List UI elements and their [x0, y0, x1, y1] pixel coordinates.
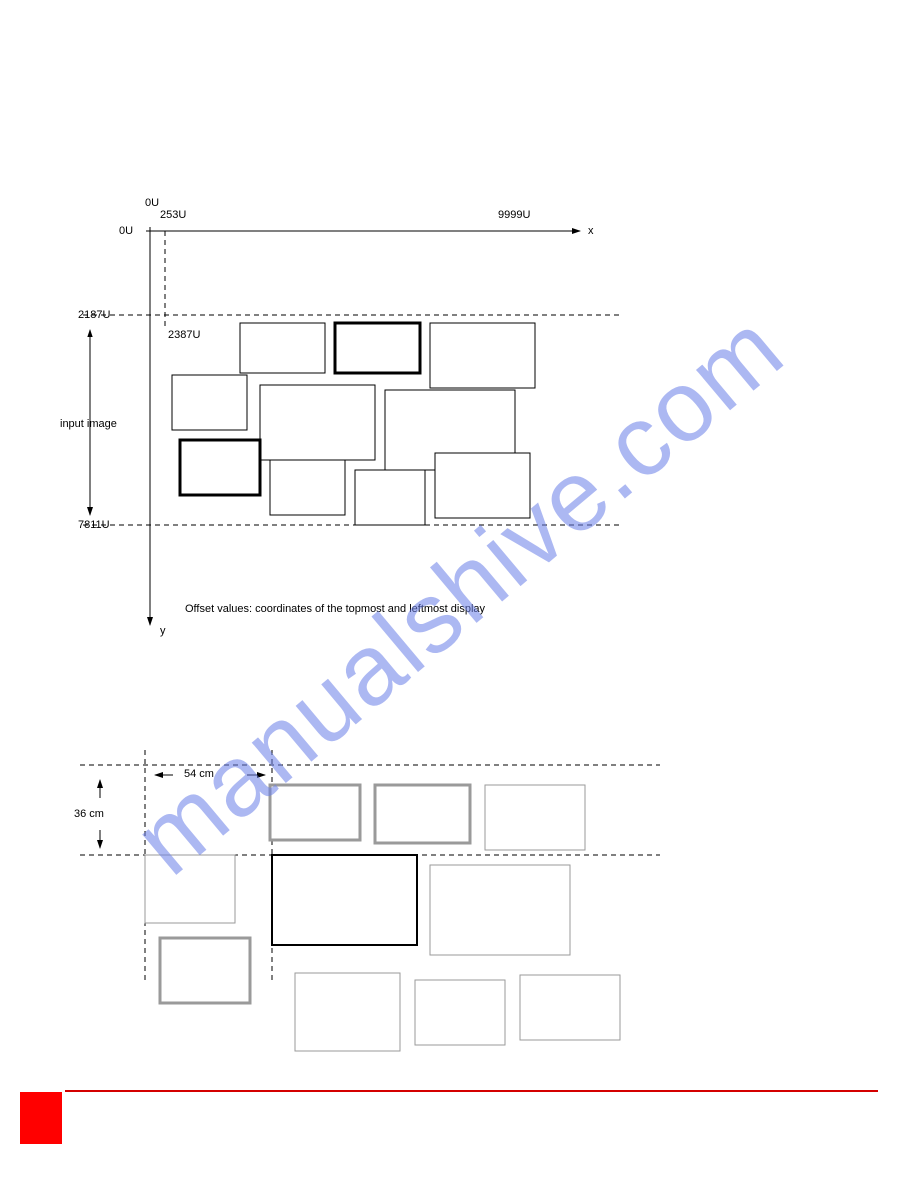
- diagram-top-svg: [60, 195, 660, 655]
- label-36cm: 36 cm: [74, 808, 104, 820]
- footer-page-block: [20, 1092, 62, 1144]
- diagram-physical-dims: 54 cm 36 cm: [60, 750, 680, 1080]
- label-2387u: 2387U: [168, 329, 200, 341]
- label-7811u: 7811U: [78, 519, 110, 531]
- label-253u: 253U: [160, 209, 186, 221]
- label-0u-y: 0U: [119, 225, 133, 237]
- label-0u-x: 0U: [145, 197, 159, 209]
- label-9999u: 9999U: [498, 209, 530, 221]
- label-input-img: input image: [60, 418, 117, 430]
- diagram-bottom-svg: [60, 750, 680, 1080]
- label-2187u: 2187U: [78, 309, 110, 321]
- diagram-top-caption: Offset values: coordinates of the topmos…: [185, 603, 485, 615]
- label-y-axis: y: [160, 625, 166, 637]
- label-54cm: 54 cm: [184, 768, 214, 780]
- page: manualshive.com 0U 0U 253U 9999U x 2187U…: [0, 0, 918, 1188]
- footer-rule: [65, 1090, 878, 1092]
- diagram-offset-coords: 0U 0U 253U 9999U x 2187U 2387U input ima…: [60, 195, 660, 655]
- label-x-axis: x: [588, 225, 594, 237]
